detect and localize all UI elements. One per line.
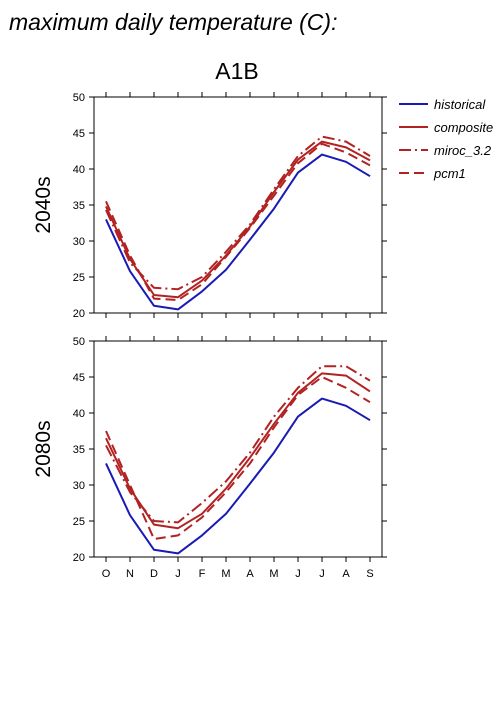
x-tick-label: M bbox=[269, 568, 278, 580]
y-tick-label: 50 bbox=[73, 92, 85, 104]
scenario-title: A1B bbox=[215, 58, 258, 84]
y-tick-label: 50 bbox=[73, 336, 85, 348]
legend-label-composite: composite bbox=[434, 120, 493, 135]
series-line-composite bbox=[105, 372, 371, 530]
x-tick-label: S bbox=[366, 568, 373, 580]
panel-2080s: 20 25 30 35 40 45 50 O N D J F M A M J J A S 2080s bbox=[32, 336, 387, 580]
x-tick-label: M bbox=[221, 568, 230, 580]
series-line-pcm1 bbox=[105, 376, 371, 540]
y-tick-label: 35 bbox=[73, 200, 85, 212]
y-tick-label: 35 bbox=[73, 444, 85, 456]
y-tick-label: 40 bbox=[73, 164, 85, 176]
y-tick-label: 40 bbox=[73, 408, 85, 420]
panel-label-2080s: 2080s bbox=[32, 420, 55, 477]
panel-label-2040s: 2040s bbox=[32, 176, 55, 233]
legend-label-pcm1: pcm1 bbox=[433, 166, 466, 181]
main-title: maximum daily temperature (C): bbox=[9, 9, 337, 35]
y-tick-label: 25 bbox=[73, 516, 85, 528]
legend: historical composite miroc_3.2 pcm1 bbox=[399, 97, 493, 181]
series-line-historical bbox=[105, 397, 371, 555]
y-tick-label: 20 bbox=[73, 552, 85, 564]
x-tick-label: A bbox=[342, 568, 350, 580]
series-line-miroc-3-2 bbox=[105, 365, 371, 524]
x-tick-label: A bbox=[246, 568, 254, 580]
series-line-miroc-3-2 bbox=[105, 135, 371, 291]
x-tick-label: F bbox=[199, 568, 206, 580]
x-tick-label: J bbox=[175, 568, 181, 580]
y-tick-label: 30 bbox=[73, 480, 85, 492]
y-tick-label: 45 bbox=[73, 128, 85, 140]
x-tick-label: J bbox=[295, 568, 301, 580]
series-line-historical bbox=[105, 153, 371, 311]
series-line-pcm1 bbox=[105, 142, 371, 301]
series-line-composite bbox=[105, 140, 371, 299]
x-tick-label: N bbox=[126, 568, 134, 580]
y-tick-label: 20 bbox=[73, 308, 85, 320]
panel-2040s: 20 25 30 35 40 45 50 2040s bbox=[32, 92, 387, 320]
y-tick-label: 25 bbox=[73, 272, 85, 284]
legend-label-miroc-3-2: miroc_3.2 bbox=[434, 143, 492, 158]
x-tick-label: O bbox=[102, 568, 111, 580]
y-tick-label: 30 bbox=[73, 236, 85, 248]
y-tick-label: 45 bbox=[73, 372, 85, 384]
x-tick-label: J bbox=[319, 568, 325, 580]
legend-label-historical: historical bbox=[434, 97, 486, 112]
x-tick-label: D bbox=[150, 568, 158, 580]
